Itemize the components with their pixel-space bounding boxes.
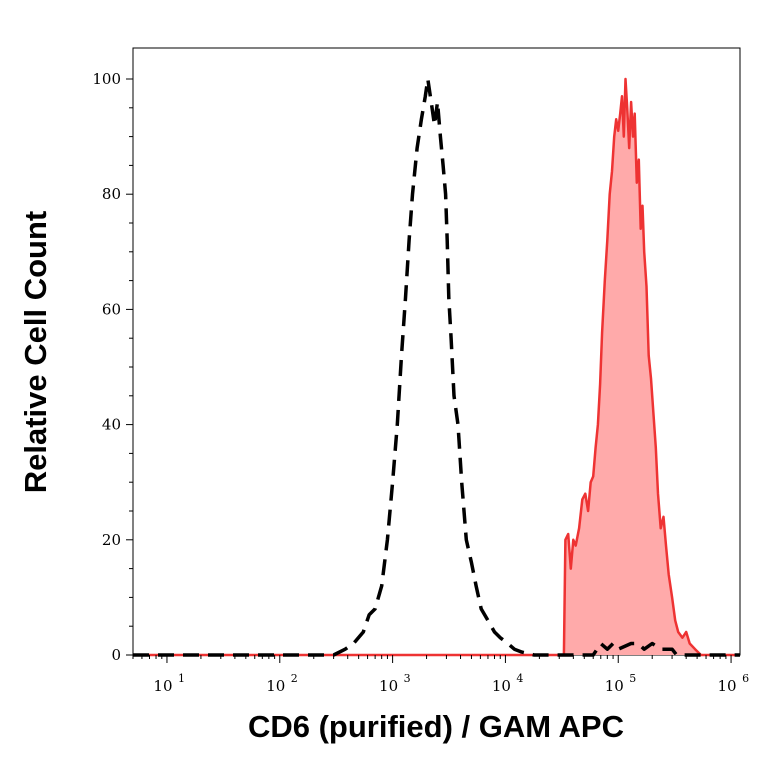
x-tick-exponent: 4 bbox=[516, 672, 523, 685]
stained-series-line bbox=[133, 77, 740, 657]
isotype-series-line bbox=[133, 77, 740, 657]
x-tick-label: 10 bbox=[266, 677, 285, 695]
x-tick-exponent: 6 bbox=[742, 672, 749, 685]
x-tick-exponent: 2 bbox=[291, 672, 298, 685]
x-tick-label: 10 bbox=[492, 677, 511, 695]
y-tick-label: 100 bbox=[92, 70, 121, 88]
y-tick-label: 60 bbox=[102, 300, 121, 318]
x-tick-exponent: 3 bbox=[404, 672, 411, 685]
y-tick-label: 0 bbox=[111, 646, 121, 664]
x-tick-exponent: 5 bbox=[629, 672, 636, 685]
x-tick-exponent: 1 bbox=[178, 672, 185, 685]
y-tick-label: 40 bbox=[102, 416, 121, 434]
y-tick-label: 80 bbox=[102, 185, 121, 203]
x-tick-label: 10 bbox=[379, 677, 398, 695]
x-axis-title: CD6 (purified) / GAM APC bbox=[248, 709, 624, 744]
y-tick-label: 20 bbox=[102, 531, 121, 549]
series-layer bbox=[133, 77, 740, 657]
x-tick-label: 10 bbox=[718, 677, 737, 695]
x-tick-label: 10 bbox=[605, 677, 624, 695]
x-tick-label: 10 bbox=[153, 677, 172, 695]
y-axis-title: Relative Cell Count bbox=[18, 211, 53, 494]
